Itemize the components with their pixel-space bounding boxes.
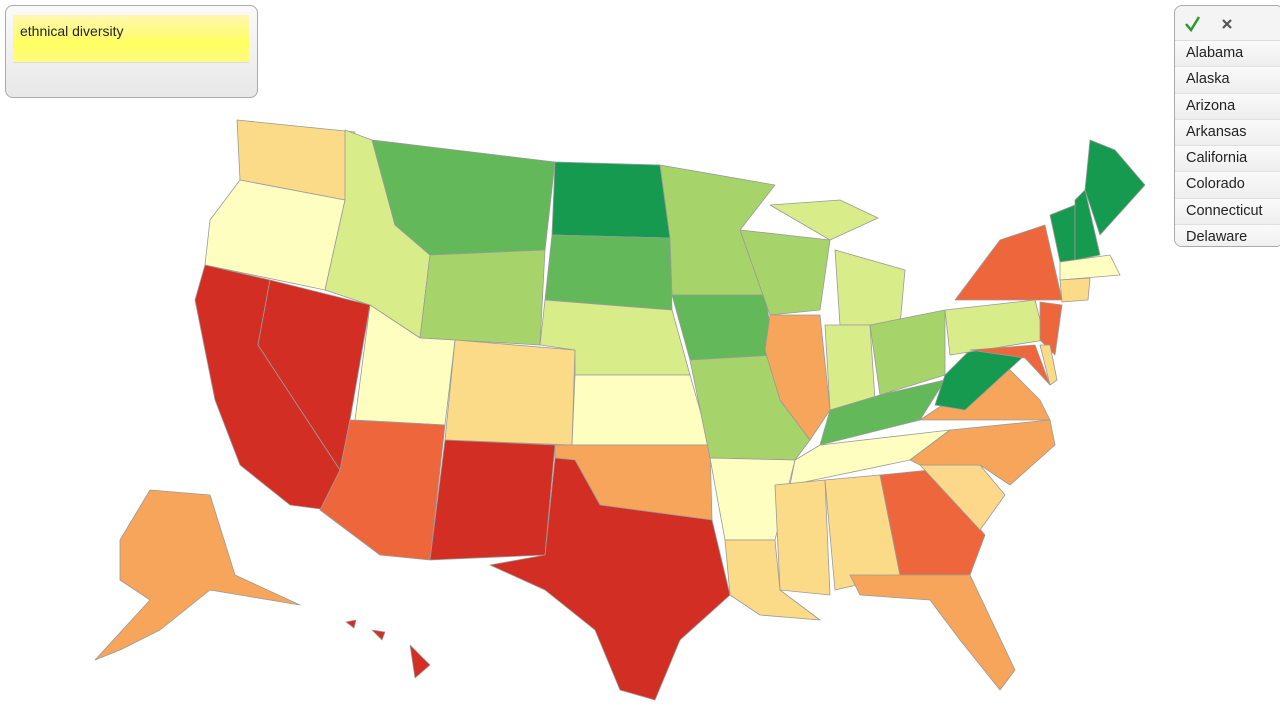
utah	[354, 304, 456, 426]
new-jersey	[1039, 301, 1063, 356]
michigan	[834, 249, 906, 326]
wyoming	[419, 249, 546, 346]
iowa	[671, 294, 776, 361]
confirm-icon[interactable]	[1185, 16, 1201, 33]
state-list-item[interactable]: Connecticut	[1175, 198, 1280, 226]
state-list-item[interactable]: Arkansas	[1175, 119, 1280, 147]
west-virginia	[934, 349, 1026, 411]
illinois	[764, 314, 831, 441]
state-list: Alabama Alaska Arizona Arkansas California Co…	[1175, 41, 1280, 246]
state-list-item[interactable]: Colorado	[1175, 172, 1280, 199]
clear-icon[interactable]	[1222, 19, 1232, 29]
new-york	[954, 224, 1063, 301]
vermont	[1049, 204, 1076, 263]
state-list-item[interactable]: Arizona	[1175, 93, 1280, 120]
query-input[interactable]: ethnical diversity	[13, 15, 249, 63]
toolbar-icons	[1185, 16, 1232, 33]
states	[94, 119, 1146, 701]
list-toolbar	[1175, 6, 1280, 41]
new-hampshire	[1074, 189, 1101, 261]
south-dakota	[544, 234, 673, 311]
hawaii-1	[345, 619, 357, 629]
massachusetts	[1059, 254, 1121, 281]
north-dakota	[551, 161, 671, 239]
delaware	[1039, 344, 1058, 386]
colorado	[444, 339, 576, 446]
mississippi	[774, 479, 831, 596]
state-list-item[interactable]: Delaware	[1175, 225, 1280, 246]
florida	[849, 574, 1016, 691]
kentucky	[819, 379, 946, 446]
state-list-item[interactable]: Alabama	[1175, 41, 1280, 68]
texas	[489, 457, 731, 701]
alaska	[94, 489, 301, 661]
michigan-upper	[769, 199, 879, 241]
kansas	[571, 374, 711, 446]
connecticut	[1059, 277, 1091, 303]
state-list-panel: Alabama Alaska Arizona Arkansas California Co…	[1174, 5, 1280, 247]
hawaii-3	[409, 644, 431, 679]
state-list-item[interactable]: California	[1175, 146, 1280, 173]
north-carolina	[909, 419, 1056, 486]
wisconsin	[739, 229, 831, 316]
maine	[1084, 139, 1146, 236]
georgia	[879, 469, 986, 576]
hawaii-2	[371, 629, 386, 641]
new-mexico	[429, 439, 556, 561]
oregon	[204, 179, 346, 291]
state-list-item[interactable]: Alaska	[1175, 67, 1280, 94]
indiana	[824, 324, 876, 411]
query-panel: ethnical diversity	[5, 5, 258, 98]
louisiana	[724, 539, 821, 621]
arizona	[319, 419, 446, 561]
